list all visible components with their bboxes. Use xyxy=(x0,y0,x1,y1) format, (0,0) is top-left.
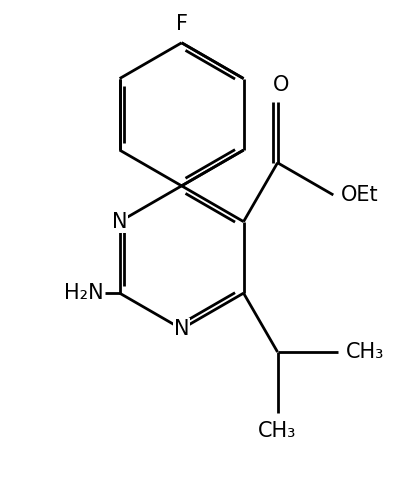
Text: O: O xyxy=(273,75,289,95)
Text: F: F xyxy=(176,14,188,34)
Text: N: N xyxy=(112,212,127,232)
Text: CH₃: CH₃ xyxy=(259,422,297,441)
Text: H₂N: H₂N xyxy=(64,283,104,303)
Text: CH₃: CH₃ xyxy=(346,342,384,362)
Text: OEt: OEt xyxy=(340,185,378,205)
Text: N: N xyxy=(174,319,190,339)
